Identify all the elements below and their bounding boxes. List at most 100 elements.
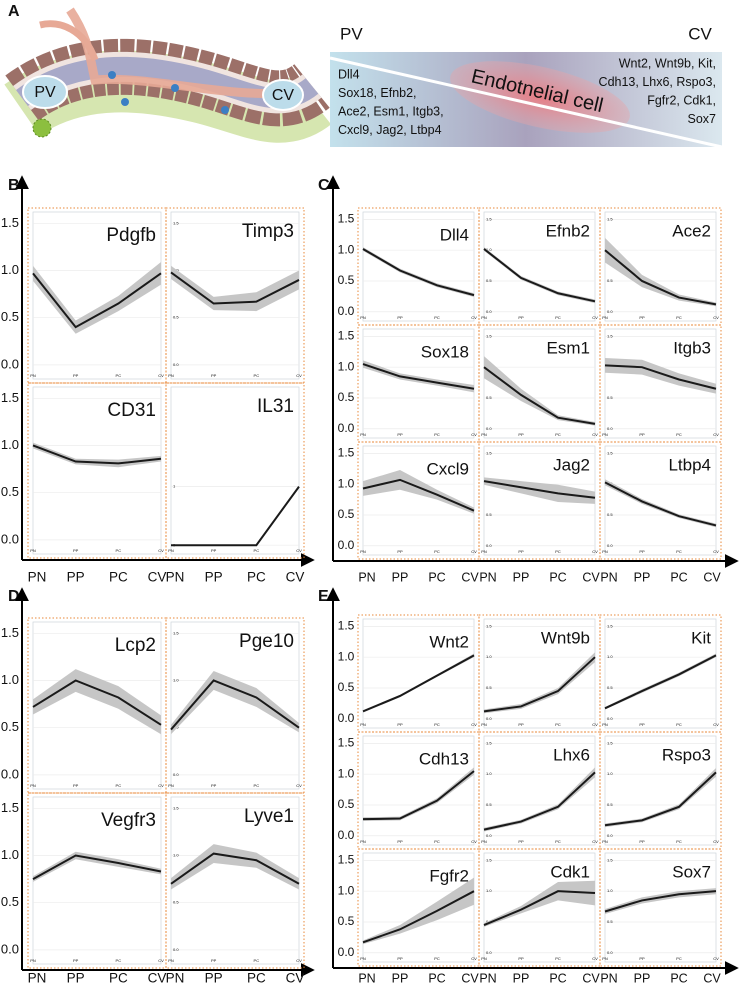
confidence-band [33, 851, 161, 882]
y-tick-label: 1.5 [486, 450, 492, 455]
vessel-illustration [4, 7, 332, 143]
x-tick-label-small: PC [116, 373, 122, 378]
mean-line [32, 272, 162, 329]
x-tick-label-small: PP [639, 315, 645, 320]
x-tick-label: PP [67, 971, 85, 986]
gene-title: IL31 [257, 396, 294, 417]
y-tick-label: 0.5 [607, 395, 613, 400]
x-tick-label-small: PC [555, 549, 561, 554]
x-tick-label-small: PP [639, 549, 645, 554]
y-tick-label: 1.0 [607, 888, 613, 893]
x-tick-label: CV [703, 570, 721, 584]
mean-line [362, 248, 475, 297]
y-tick-label: 1.0 [486, 771, 492, 776]
gene-title: Vegfr3 [101, 810, 156, 831]
x-tick-label-small: PP [397, 432, 403, 437]
x-tick-label-small: PC [676, 956, 682, 961]
y-tick-label: 1.5 [607, 333, 613, 338]
x-tick-label-small: PP [73, 783, 79, 788]
gene-title: Wnt9b [541, 628, 590, 647]
x-tick-label-small: CV [592, 432, 598, 437]
y-tick-label: 1.0 [1, 262, 19, 277]
x-tick-label-small: PC [555, 315, 561, 320]
x-tick-label-small: CV [713, 315, 719, 320]
confidence-band [484, 247, 595, 304]
x-tick-label-small: PC [434, 722, 440, 727]
y-tick-label: 0.0 [173, 772, 179, 777]
gene-title: Dll4 [440, 225, 469, 244]
y-tick-label: 0.0 [173, 362, 179, 367]
y-tick-label: 0.5 [607, 802, 613, 807]
y-tick-label: 0.5 [338, 390, 355, 404]
y-tick-label: 0.5 [486, 802, 492, 807]
confidence-band [171, 671, 299, 735]
x-tick-label-small: PC [434, 432, 440, 437]
y-tick-label: 1.5 [338, 736, 355, 750]
y-tick-label: 1.0 [1, 437, 19, 452]
gene-line: Sox7 [688, 112, 717, 126]
x-tick-label-small: PP [518, 315, 524, 320]
cell-border [27, 617, 167, 794]
y-tick-label: 1.5 [1, 390, 19, 405]
x-tick-label: PN [358, 971, 375, 985]
x-tick-label-small: PN [481, 839, 487, 844]
y-tick-label: 0.0 [338, 828, 355, 842]
y-tick-label: 0.0 [607, 543, 613, 548]
y-tick-label: 1.0 [338, 476, 355, 490]
mean-line [362, 654, 475, 713]
confidence-band [605, 888, 716, 914]
x-tick-label: PC [247, 570, 266, 585]
x-tick-label-small: PC [254, 783, 260, 788]
mean-line [604, 890, 717, 913]
y-tick-label: 1.0 [1, 672, 19, 687]
x-tick-label: PP [205, 570, 223, 585]
mean-line [483, 890, 596, 926]
x-tick-label-small: PN [30, 373, 36, 378]
y-tick-label: 1.5 [607, 216, 613, 221]
y-tick-label: 0.0 [1, 356, 19, 371]
y-tick-label: 1.5 [607, 450, 613, 455]
x-tick-label-small: CV [592, 839, 598, 844]
x-tick-label-small: PN [602, 722, 608, 727]
x-tick-label-small: PP [397, 315, 403, 320]
x-tick-label: CV [461, 570, 479, 584]
gene-line: Dll4 [338, 67, 360, 81]
y-tick-label: 1.5 [338, 212, 355, 226]
x-tick-label: PP [513, 971, 530, 985]
y-tick-label: 1.0 [338, 766, 355, 780]
x-tick-label-small: CV [592, 722, 598, 727]
x-tick-label: CV [582, 971, 600, 985]
y-tick-label: 0.0 [1, 766, 19, 781]
x-tick-label-small: PN [360, 839, 366, 844]
x-tick-label: CV [286, 971, 305, 986]
y-tick-label: 1.0 [486, 654, 492, 659]
x-tick-label-small: PN [602, 956, 608, 961]
x-tick-label: PP [205, 971, 223, 986]
x-tick-label: PN [600, 570, 617, 584]
x-tick-label-small: PP [397, 839, 403, 844]
mean-line [604, 364, 717, 390]
x-tick-label: PP [634, 971, 651, 985]
mean-line [170, 679, 300, 731]
mean-line [32, 444, 162, 465]
plot-frame [170, 796, 300, 965]
x-tick-label-small: PP [211, 783, 217, 788]
x-tick-label-small: CV [158, 958, 164, 963]
panel-label: A [8, 3, 20, 20]
x-tick-label-small: PC [254, 548, 260, 553]
gene-title: Esm1 [547, 338, 590, 357]
gene-title: Pdgfb [106, 225, 156, 246]
plot-frame [362, 618, 475, 729]
x-tick-label: PN [479, 570, 496, 584]
x-tick-label-small: CV [471, 722, 477, 727]
confidence-band [605, 237, 716, 307]
x-tick-label-small: PP [639, 432, 645, 437]
x-tick-label-small: CV [592, 549, 598, 554]
plot-frame [362, 735, 475, 846]
y-tick-label: 0.5 [338, 507, 355, 521]
mean-line [362, 890, 475, 944]
x-tick-label-small: CV [296, 783, 302, 788]
x-tick-label-small: CV [471, 315, 477, 320]
y-tick-label: 1.5 [338, 329, 355, 343]
x-tick-label-small: PP [211, 548, 217, 553]
